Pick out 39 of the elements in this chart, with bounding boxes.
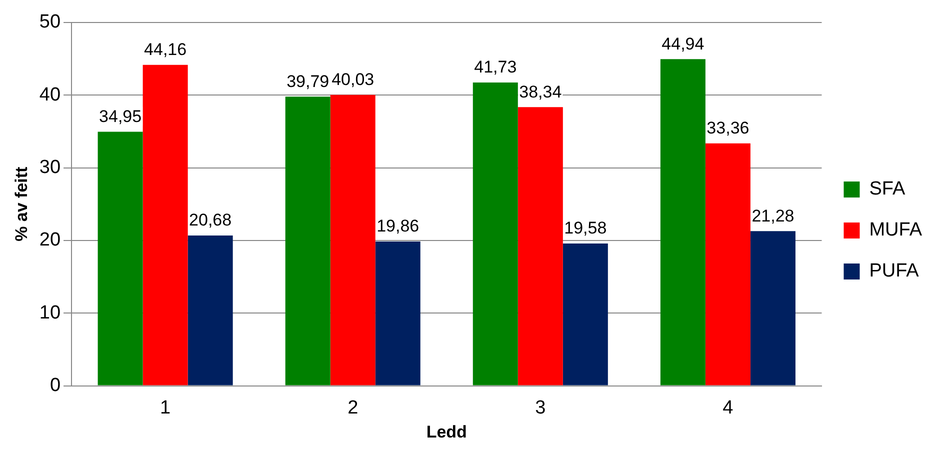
bar (188, 236, 233, 386)
data-label: 19,86 (376, 216, 420, 236)
y-tick-label: 10 (39, 302, 61, 324)
y-tick-label: 20 (39, 230, 61, 251)
bar (562, 243, 608, 386)
data-label: 19,58 (564, 218, 607, 238)
y-axis-title: % av feitt (12, 166, 31, 242)
data-label: 38,34 (519, 82, 562, 102)
bar (330, 94, 376, 386)
y-tick-label: 40 (39, 84, 61, 106)
data-label: 20,68 (189, 210, 232, 230)
x-tick-label: 1 (160, 397, 171, 418)
data-label: 34,95 (99, 106, 142, 126)
data-label: 44,94 (662, 34, 704, 54)
x-tick-label: 4 (722, 397, 734, 418)
data-label: 44,16 (144, 40, 187, 60)
data-label: 40,03 (332, 70, 374, 90)
data-label: 39,79 (286, 72, 330, 91)
y-tick-label: 30 (39, 156, 61, 178)
bar (750, 231, 796, 386)
x-tick-label: 3 (535, 397, 546, 418)
bar (472, 82, 518, 386)
bar (285, 96, 330, 386)
y-tick-label: 50 (39, 12, 61, 33)
legend-label: PUFA (869, 260, 920, 282)
y-tick-label: 0 (50, 375, 61, 396)
data-label: 33,36 (706, 118, 750, 138)
bar (705, 143, 750, 386)
data-label: 21,28 (752, 206, 794, 226)
x-tick-label: 2 (348, 397, 358, 418)
data-label: 41,73 (474, 58, 517, 77)
legend-label: SFA (869, 178, 906, 200)
bar (660, 59, 706, 386)
bar (375, 241, 420, 386)
bar (518, 107, 563, 386)
x-axis-title: Ledd (426, 422, 467, 442)
bar (98, 132, 143, 386)
bar (142, 64, 188, 386)
legend-label: MUFA (869, 220, 922, 241)
